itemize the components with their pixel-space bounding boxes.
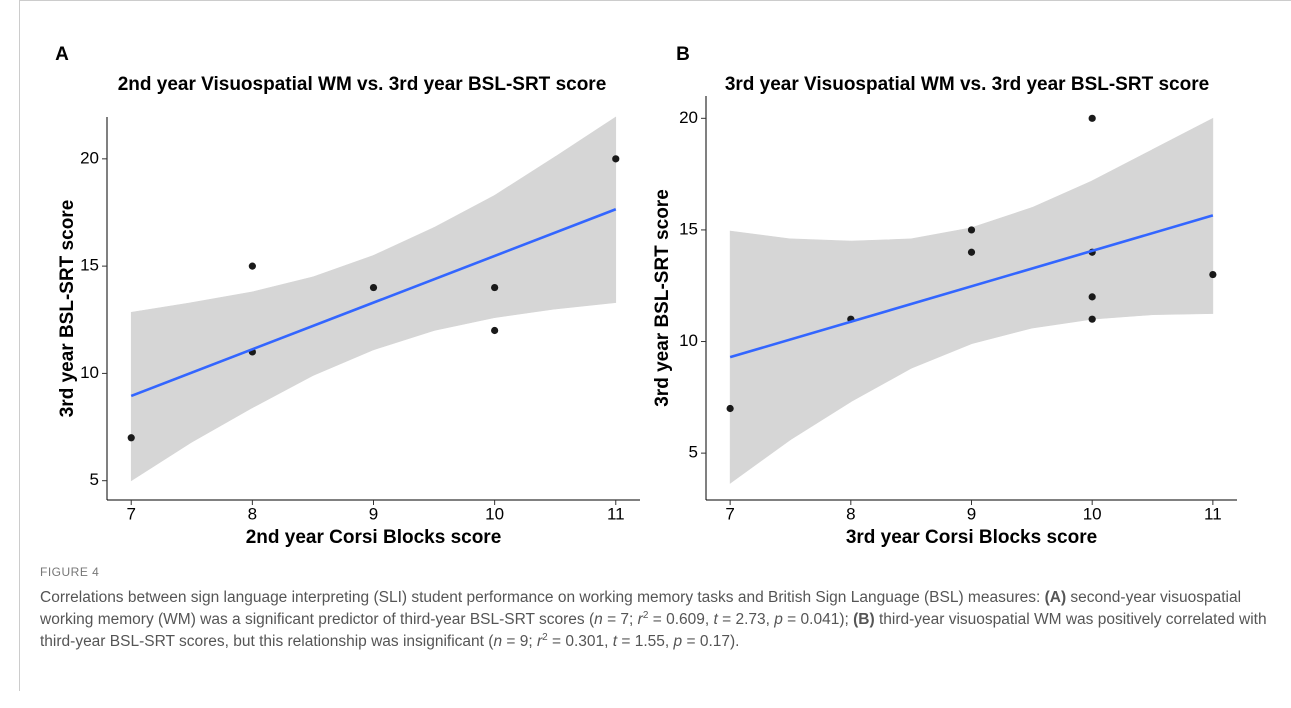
- point: [1088, 315, 1096, 323]
- x-tick-label: 11: [1204, 504, 1222, 523]
- caption-run: (B): [853, 611, 875, 628]
- y-tick-label: 10: [80, 363, 99, 382]
- confidence-band: [910, 227, 972, 369]
- caption-run: n: [493, 633, 503, 650]
- confidence-band: [729, 230, 791, 484]
- confidence-band: [790, 238, 852, 441]
- y-tick-label: 5: [689, 443, 698, 462]
- panel-label: B: [676, 44, 690, 65]
- x-tick-label: 7: [725, 504, 734, 523]
- y-tick-label: 20: [80, 148, 99, 167]
- point: [1088, 293, 1096, 301]
- point: [726, 404, 734, 413]
- x-tick-label: 8: [248, 504, 257, 523]
- x-tick-label: 11: [607, 504, 625, 523]
- caption-run: r: [536, 633, 543, 650]
- confidence-band: [191, 291, 253, 443]
- caption-run: t: [713, 611, 718, 628]
- point: [612, 155, 620, 163]
- confidence-band: [433, 194, 495, 331]
- x-tick-label: 9: [369, 504, 378, 523]
- confidence-band: [373, 227, 435, 351]
- x-tick-label: 7: [126, 504, 135, 523]
- point: [967, 248, 976, 256]
- confidence-band: [1152, 117, 1214, 316]
- caption-run: = 7;: [602, 611, 638, 628]
- confidence-band: [554, 116, 617, 310]
- figure: 7 8 9 10 11 5 10 15 20 A 2nd year Visuospatial WM …: [55, 44, 1237, 548]
- panel-label: A: [55, 44, 69, 65]
- y-axis-title: 3rd year BSL-SRT score: [57, 200, 78, 418]
- figure-frame: [19, 0, 1291, 691]
- y-tick-label: 15: [679, 219, 698, 238]
- caption-run: n: [594, 611, 603, 628]
- point: [491, 283, 499, 292]
- caption-run: = 9;: [502, 633, 537, 650]
- point: [1209, 270, 1217, 279]
- x-axis-title: 2nd year Corsi Blocks score: [246, 527, 502, 548]
- caption-run: p: [673, 633, 683, 650]
- confidence-band: [1091, 149, 1153, 320]
- x-tick-label: 10: [1083, 504, 1102, 523]
- point: [369, 283, 378, 292]
- x-tick-label: 10: [485, 504, 504, 523]
- caption-run: = 0.17).: [682, 633, 740, 650]
- y-axis-title: 3rd year BSL-SRT score: [652, 189, 673, 407]
- fit-line: [130, 208, 617, 398]
- x-axis-title: 3rd year Corsi Blocks score: [846, 527, 1097, 548]
- confidence-band: [971, 207, 1033, 345]
- caption: Correlations between sign language inter…: [40, 587, 1270, 653]
- chart-title: 2nd year Visuospatial WM vs. 3rd year BS…: [118, 74, 607, 95]
- caption-label: FIGURE 4: [40, 565, 100, 579]
- confidence-band: [252, 276, 314, 409]
- y-tick-label: 5: [90, 470, 99, 489]
- caption-run: = 0.301,: [547, 633, 613, 650]
- x-tick-label: 8: [846, 504, 855, 523]
- x-tick-label: 9: [967, 504, 976, 523]
- caption-run: r: [637, 611, 643, 628]
- y-tick-label: 10: [679, 331, 698, 350]
- point: [1088, 114, 1096, 122]
- caption-run: 2: [542, 631, 548, 643]
- caption-run: p: [774, 611, 783, 628]
- point: [967, 226, 976, 234]
- point: [248, 262, 256, 270]
- caption-run: = 0.041);: [782, 611, 854, 628]
- caption-run: = 0.609,: [648, 611, 714, 628]
- caption-run: (A): [1044, 589, 1067, 606]
- chart-title: 3rd year Visuospatial WM vs. 3rd year BS…: [725, 74, 1209, 95]
- y-tick-label: 15: [80, 256, 99, 275]
- point: [491, 326, 499, 335]
- caption-run: third-year visuospatial WM was positivel…: [40, 611, 1267, 650]
- caption-run: Correlations between sign language inter…: [40, 589, 1045, 606]
- fit-line: [729, 214, 1214, 359]
- caption-run: second-year visuospatial working memory …: [40, 589, 1242, 628]
- caption-run: = 1.55,: [617, 633, 674, 650]
- point: [127, 434, 135, 442]
- y-tick-label: 20: [679, 108, 698, 127]
- caption-run: = 2.73,: [717, 611, 775, 628]
- caption-run: 2: [642, 609, 649, 621]
- caption-run: t: [612, 633, 618, 650]
